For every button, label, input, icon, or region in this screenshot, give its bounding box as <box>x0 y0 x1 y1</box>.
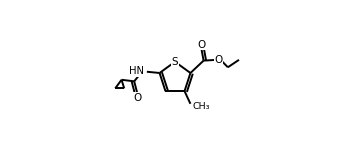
Text: O: O <box>197 39 205 50</box>
Text: S: S <box>172 57 178 67</box>
Text: HN: HN <box>129 66 144 76</box>
Text: CH₃: CH₃ <box>192 102 210 111</box>
Text: O: O <box>215 55 223 65</box>
Text: O: O <box>133 93 142 103</box>
